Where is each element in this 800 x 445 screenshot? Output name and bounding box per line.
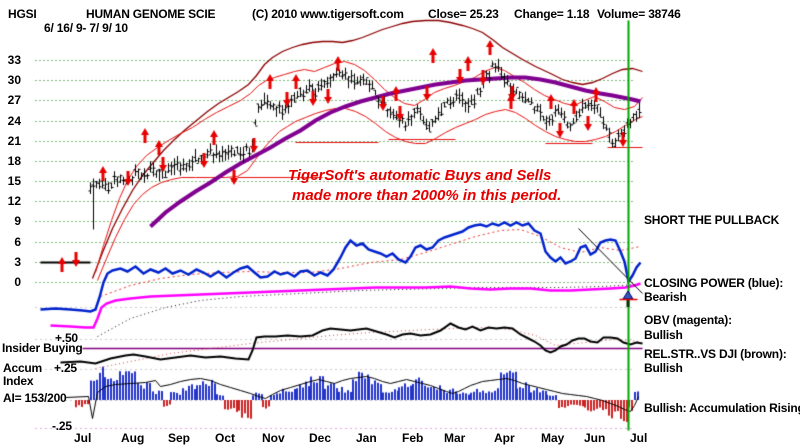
- label-insider-buying: Insider Buying: [2, 341, 83, 355]
- month-label: Dec: [309, 431, 332, 445]
- month-label: Mar: [444, 431, 466, 445]
- month-label: Feb: [402, 431, 424, 445]
- price-tick-label: 0: [14, 275, 21, 289]
- annotation-buys-sells-line2: made more than 2000% in this period.: [292, 187, 562, 204]
- month-label: Aug: [121, 431, 145, 445]
- month-label: Sep: [168, 431, 191, 445]
- label-closing-power: CLOSING POWER (blue):: [644, 276, 784, 290]
- label-plus50: +.50: [55, 331, 78, 345]
- label-accum: Accum: [3, 361, 43, 375]
- label-short-the-pullback: SHORT THE PULLBACK: [644, 213, 780, 227]
- month-label: Apr: [494, 431, 515, 445]
- price-tick-label: 9: [14, 214, 21, 228]
- volume-value: Volume= 38746: [597, 7, 681, 21]
- price-tick-label: 3: [14, 255, 21, 269]
- month-label: Oct: [215, 431, 236, 445]
- month-label: Jun: [584, 431, 606, 445]
- price-tick-label: 6: [14, 235, 21, 249]
- status-obv: Bullish: [644, 328, 683, 342]
- price-tick-label: 30: [7, 73, 21, 87]
- month-label: Jul: [630, 431, 648, 445]
- price-tick-label: 18: [7, 154, 21, 168]
- status-relative-strength: Bullish: [644, 361, 683, 375]
- label-index: Index: [3, 374, 34, 388]
- ticker-symbol: HGSI: [8, 7, 37, 21]
- month-label: May: [541, 431, 565, 445]
- month-label: Jan: [356, 431, 377, 445]
- status-accumulation: Bullish: Accumulation Rising: [644, 401, 800, 415]
- label-obv: OBV (magenta):: [644, 313, 732, 327]
- price-tick-label: 12: [7, 194, 21, 208]
- label-minus25: -.25: [52, 419, 72, 433]
- annotation-buys-sells-line1: TigerSoft's automatic Buys and Sells: [288, 167, 552, 184]
- company-name: HUMAN GENOME SCIE: [86, 7, 216, 21]
- change-value: Change= 1.18: [514, 7, 590, 21]
- close-value: Close= 25.23: [428, 7, 499, 21]
- status-closing-power: Bearish: [644, 290, 687, 304]
- month-label: Jul: [74, 431, 92, 445]
- date-range: 6/ 16/ 9- 7/ 9/ 10: [44, 21, 128, 35]
- price-tick-label: 33: [7, 53, 21, 67]
- price-tick-label: 24: [7, 114, 21, 128]
- price-tick-label: 27: [7, 93, 21, 107]
- price-tick-label: 21: [7, 134, 21, 148]
- label-ai-value: AI= 153/200: [3, 391, 67, 405]
- label-relative-strength: REL.STR..VS DJI (brown):: [644, 347, 787, 361]
- copyright-notice: (C) 2010 www.tigersoft.com: [252, 7, 404, 21]
- price-tick-label: 15: [7, 174, 21, 188]
- month-label: Nov: [262, 431, 285, 445]
- label-plus25: +.25: [54, 361, 77, 375]
